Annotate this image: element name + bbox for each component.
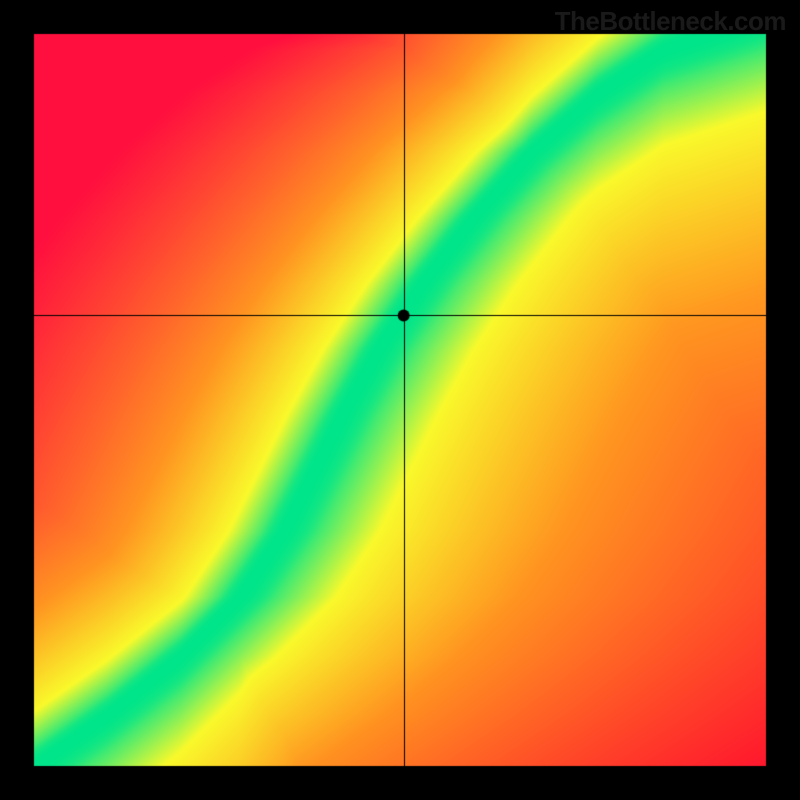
heatmap-canvas: [0, 0, 800, 800]
watermark-text: TheBottleneck.com: [555, 6, 786, 37]
chart-container: TheBottleneck.com: [0, 0, 800, 800]
